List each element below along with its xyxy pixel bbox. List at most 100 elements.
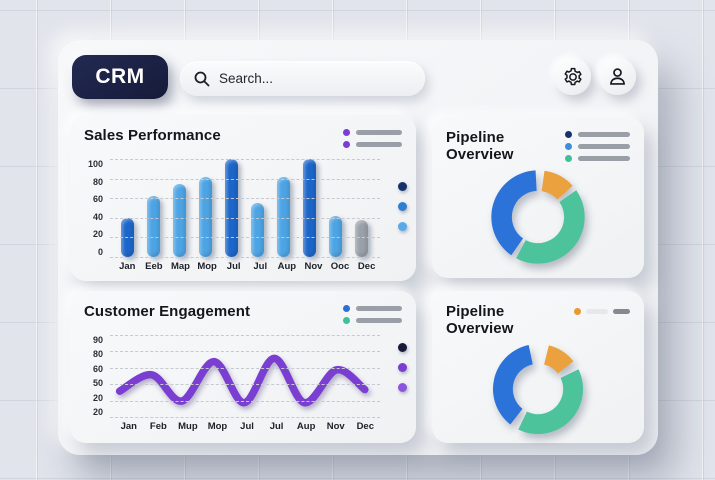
legend-dot-icon (343, 129, 350, 136)
legend-item (565, 131, 630, 138)
bar-column (166, 159, 192, 257)
x-axis-label: Aup (277, 261, 297, 272)
x-axis-label: Jan (120, 421, 137, 432)
gridline (110, 237, 380, 239)
bar (172, 183, 186, 257)
side-dot (398, 182, 407, 191)
gridline (110, 351, 380, 353)
bar-column (296, 159, 322, 257)
x-axis-label: Eeb (145, 261, 163, 272)
legend-pill (586, 309, 608, 314)
gridline (110, 159, 380, 160)
gridline (110, 178, 380, 180)
bar-column (140, 159, 166, 257)
legend-dot-icon (343, 141, 350, 148)
x-axis: Jan Eeb Map Mop Jul Jul Aup Nov Ooc Dec (114, 261, 380, 272)
legend-dot-icon (574, 308, 581, 315)
bar-column (244, 159, 270, 257)
bar-column (218, 159, 244, 257)
search-input[interactable]: Search... (180, 61, 425, 96)
donut-segment-orange (541, 170, 573, 200)
x-axis-label: Dec (357, 261, 376, 272)
bar (250, 203, 264, 257)
y-axis-label: 0 (97, 246, 103, 257)
donut-segment-orange (544, 345, 574, 374)
search-icon (194, 71, 210, 86)
gridline (110, 198, 380, 200)
legend-bar (578, 156, 630, 161)
side-dots (398, 343, 407, 392)
app-logo[interactable]: CRM (72, 55, 168, 99)
legend-dot-icon (565, 155, 572, 162)
legend-item (343, 141, 402, 148)
x-axis-label: Map (170, 261, 190, 272)
card-title: Pipeline Overview (446, 129, 514, 163)
line-series (120, 358, 365, 402)
card-title: Sales Performance (84, 127, 221, 144)
legend-bar (578, 144, 630, 149)
donut-segment-blue (493, 344, 533, 425)
y-axis-label: 20 (92, 406, 103, 417)
side-dot (398, 343, 407, 352)
y-axis-label: 100 (87, 159, 103, 169)
legend-dot-icon (565, 143, 572, 150)
donut-segment-blue (491, 170, 537, 256)
legend-bar (356, 318, 402, 323)
customer-engagement-card: Customer Engagement 90 80 60 50 20 20 Jan Feb M… (70, 291, 416, 443)
bar-column (348, 159, 374, 257)
legend-bar (356, 306, 402, 311)
y-axis-label: 60 (92, 363, 103, 374)
sales-performance-card: Sales Performance 100 80 60 40 20 0 Jan Eeb Map… (70, 115, 416, 281)
x-axis-label: Mop (197, 261, 217, 272)
x-axis-label: Dec (356, 421, 374, 432)
y-axis: 90 80 60 50 20 20 (84, 335, 110, 417)
x-axis-label: Jul (226, 261, 241, 272)
y-axis-label: 90 (92, 335, 103, 345)
gear-icon (564, 67, 582, 85)
donut-chart (446, 161, 630, 273)
legend-dot-icon (343, 317, 350, 324)
legend-dash (613, 309, 630, 314)
bar-column (114, 159, 140, 257)
bar (224, 159, 238, 257)
legend-dot-icon (343, 305, 350, 312)
profile-button[interactable] (599, 58, 636, 95)
bar-column (192, 159, 218, 257)
legend-item (343, 305, 402, 312)
donut-segment-green (518, 369, 583, 434)
x-axis-label: Jul (253, 261, 268, 272)
legend (574, 303, 630, 315)
legend (343, 127, 402, 148)
legend-item (343, 129, 402, 136)
legend-dot-icon (565, 131, 572, 138)
gridline (110, 257, 380, 258)
engagement-line (114, 337, 378, 415)
bar (302, 159, 316, 257)
side-dot (398, 202, 407, 211)
settings-button[interactable] (554, 58, 591, 95)
y-axis-label: 80 (92, 349, 103, 360)
side-dot (398, 363, 407, 372)
bar-column (322, 159, 348, 257)
y-axis-label: 20 (92, 392, 103, 403)
gridline (110, 217, 380, 219)
y-axis: 100 80 60 40 20 0 (84, 159, 110, 257)
side-dots (398, 182, 407, 231)
x-axis-label: Aup (296, 421, 316, 432)
bars (114, 159, 374, 257)
donut-chart (446, 335, 630, 443)
bar (198, 176, 212, 257)
x-axis-label: Jul (240, 421, 254, 432)
card-title: Customer Engagement (84, 303, 251, 320)
donut-segment-green (516, 190, 585, 264)
gridline (110, 384, 380, 386)
pipeline-overview-card-top: Pipeline Overview (432, 117, 644, 278)
gridline (110, 335, 380, 336)
x-axis: Jan Feb Mup Mop Jul Jul Aup Nov Dec (114, 421, 380, 432)
bar (276, 176, 290, 257)
dashboard-panel: CRM Search... Sales Performance 100 80 60 4… (58, 40, 658, 455)
gridline (110, 367, 380, 369)
x-axis-label: Nov (326, 421, 345, 432)
x-axis-label: Jan (119, 261, 136, 272)
card-title: Pipeline Overview (446, 303, 514, 337)
